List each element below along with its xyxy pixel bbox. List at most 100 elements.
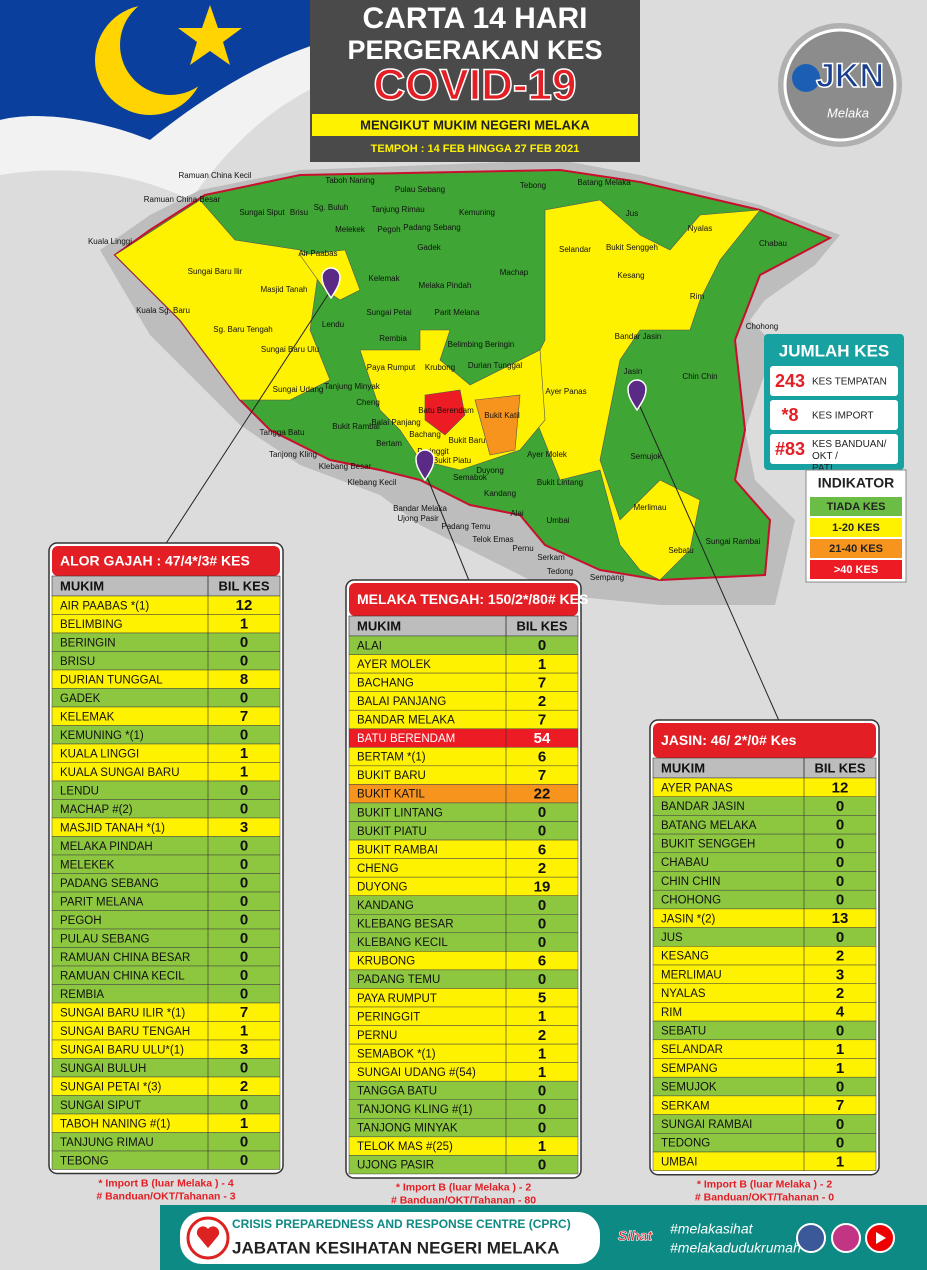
summary-row (770, 400, 898, 430)
case-count: 0 (240, 1060, 248, 1077)
mukim-name: PERINGGIT (357, 1011, 420, 1023)
instagram-icon[interactable] (831, 1223, 861, 1253)
map-label: Sg. Baru Tengah (213, 325, 272, 334)
map-label: Tedong (547, 567, 573, 576)
mukim-name: CHIN CHIN (661, 876, 720, 888)
map-label: Bachang (409, 430, 441, 439)
mukim-name: KUALA LINGGI (60, 748, 139, 760)
mukim-name: TANJONG MINYAK (357, 1123, 458, 1135)
map-label: Selandar (559, 245, 591, 254)
mukim-name: ALAI (357, 640, 382, 652)
map-label: Kuala Linggi (88, 237, 132, 246)
map-label: Chin Chin (682, 372, 717, 381)
case-count: 1 (836, 1153, 844, 1170)
map-label: Tanjung Rimau (371, 205, 424, 214)
map-label: Padang Sebang (403, 223, 460, 232)
table-note: * Import B (luar Melaka ) - 2 (396, 1182, 532, 1194)
mukim-name: PEGOH (60, 915, 102, 927)
map-label: Ayer Molek (527, 450, 568, 459)
column-label: MUKIM (661, 760, 705, 775)
map-label: Chabau (759, 239, 787, 248)
map-label: Bukit Katil (484, 411, 520, 420)
crescent-cut (120, 0, 220, 95)
indicator-swatch (810, 539, 902, 558)
mukim-name: DUYONG (357, 881, 408, 893)
case-count: 0 (240, 912, 248, 929)
mukim-name: KLEBANG KECIL (357, 937, 448, 949)
mukim-name: KRUBONG (357, 956, 415, 968)
mukim-name: MERLIMAU (661, 969, 722, 981)
case-count: 0 (240, 967, 248, 984)
case-count: 2 (538, 693, 546, 710)
mukim-name: UMBAI (661, 1156, 697, 1168)
map-patches (114, 199, 761, 581)
case-count: 1 (240, 616, 248, 633)
mukim-name: TEBONG (60, 1155, 109, 1167)
case-count: 0 (538, 971, 546, 988)
mukim-name: BALAI PANJANG (357, 696, 446, 708)
summary-value: #83 (775, 439, 805, 459)
case-count: 0 (240, 986, 248, 1003)
mukim-name: BUKIT BARU (357, 770, 426, 782)
table-row (348, 1155, 579, 1175)
case-count: 0 (240, 875, 248, 892)
case-count: 0 (240, 634, 248, 651)
pin (321, 267, 341, 300)
mukim-name: PADANG SEBANG (60, 878, 159, 890)
mukim-name: SEMPANG (661, 1063, 718, 1075)
mukim-name: KESANG (661, 951, 709, 963)
case-count: 1 (538, 1008, 546, 1025)
map-label: Sebatu (668, 546, 693, 555)
map-label: Ayer Panas (545, 387, 586, 396)
mukim-name: CHENG (357, 863, 399, 875)
map-label: Chohong (746, 322, 778, 331)
mukim-name: BANDAR MELAKA (357, 715, 455, 727)
map-label: Lendu (322, 320, 344, 329)
table-header (349, 583, 578, 616)
case-count: 0 (240, 1152, 248, 1169)
map-label: Bukit Rambai (332, 422, 380, 431)
map-label: Jasin (624, 367, 643, 376)
indicator-label: 21-40 KES (829, 543, 883, 555)
mukim-name: BUKIT SENGGEH (661, 838, 755, 850)
mukim-name: BRISU (60, 656, 95, 668)
case-count: 0 (538, 1157, 546, 1174)
case-count: 0 (538, 915, 546, 932)
mukim-name: RIM (661, 1007, 682, 1019)
map-label: Krubong (425, 363, 455, 372)
case-count: 7 (240, 1004, 248, 1021)
mukim-name: SUNGAI BARU TENGAH (60, 1026, 190, 1038)
map-label: Kesang (617, 271, 644, 280)
summary-row (770, 366, 898, 396)
case-count: 0 (836, 798, 844, 815)
mukim-name: MELEKEK (60, 859, 115, 871)
map-label: Peringgit (417, 447, 449, 456)
map-label: Alai (510, 509, 524, 518)
case-count: 0 (538, 1120, 546, 1137)
case-count: 0 (240, 1134, 248, 1151)
mukim-name: TELOK MAS #(25) (357, 1141, 453, 1153)
mukim-name: SUNGAI UDANG #(54) (357, 1067, 476, 1079)
period: TEMPOH : 14 FEB HINGGA 27 FEB 2021 (371, 143, 580, 155)
star (178, 5, 242, 65)
hashtag: #melakasihat (670, 1221, 754, 1237)
mukim-name: TABOH NANING #(1) (60, 1118, 170, 1130)
case-count: 3 (240, 819, 248, 836)
mukim-name: BERTAM *(1) (357, 752, 426, 764)
map-label: Gadek (417, 243, 442, 252)
map-label: Batu Berendam (418, 406, 474, 415)
map-label: Belimbing Beringin (448, 340, 515, 349)
table-header (653, 723, 876, 758)
mukim-name: SUNGAI RAMBAI (661, 1119, 752, 1131)
column-label: MUKIM (357, 618, 401, 633)
logo (783, 28, 897, 142)
facebook-icon[interactable] (796, 1223, 826, 1253)
pins (321, 267, 647, 482)
case-count: 12 (236, 597, 253, 614)
pointer-lines (164, 289, 781, 724)
case-count: 0 (836, 835, 844, 852)
map-label: Jus (626, 209, 638, 218)
map-label: Melaka Pindah (419, 281, 472, 290)
mukim-name: GADEK (60, 693, 101, 705)
mukim-name: PAYA RUMPUT (357, 993, 437, 1005)
